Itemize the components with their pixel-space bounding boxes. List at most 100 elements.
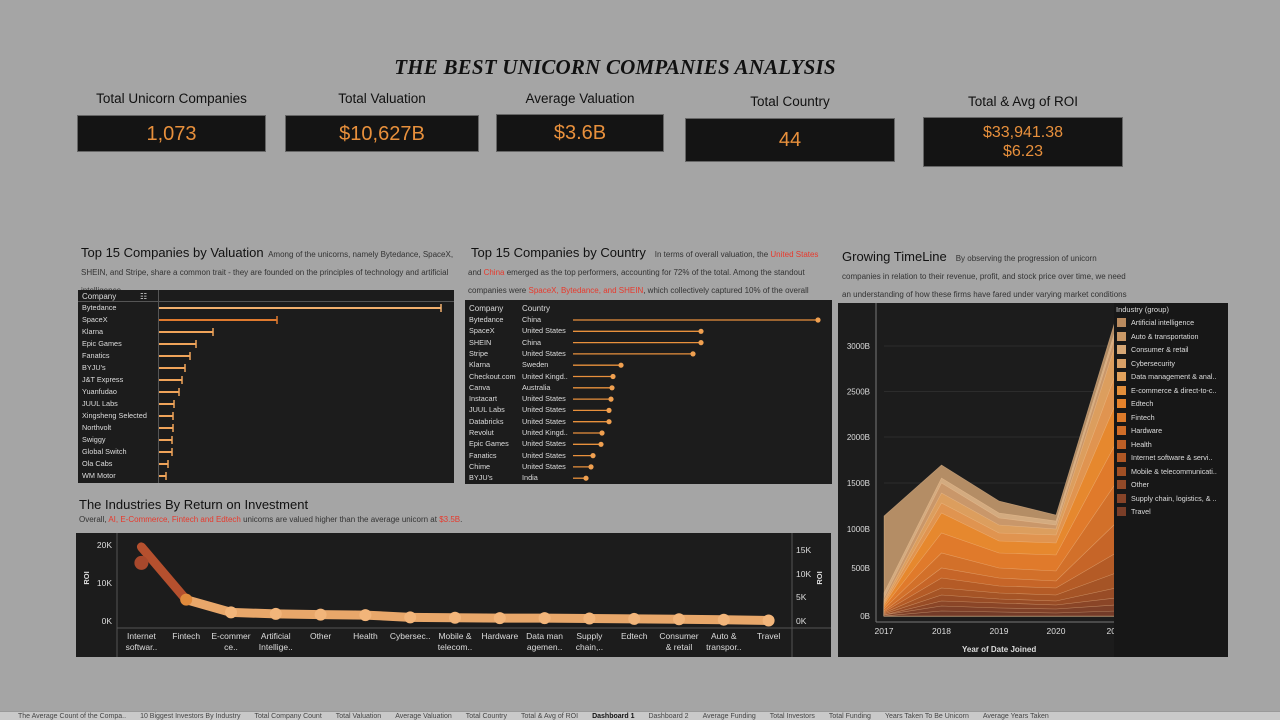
valuation-row-label[interactable]: Northvolt [82,423,112,432]
valuation-row-label[interactable]: BYJU's [82,363,106,372]
country-row-company[interactable]: Databricks [469,416,504,426]
kpi-value-total-country[interactable]: 44 [685,118,895,162]
timeline-chart[interactable]: 3000B 2500B 2000B 1500B 1000B 500B 0B 2017 2018 2… [838,303,1228,657]
country-bar-dot [606,419,612,425]
legend-item[interactable]: Health [1117,438,1228,452]
roi-y-tick-left: 20K [97,540,112,550]
roi-desc-highlight: AI, E-Commerce, Fintech and Edtech [108,515,241,524]
legend-item[interactable]: Edtech [1117,397,1228,411]
timeline-y-tick: 2500B [847,388,870,397]
valuation-row-label[interactable]: Swiggy [82,435,106,444]
legend-label: E-commerce & direct-to-c.. [1131,385,1217,395]
valuation-row-label[interactable]: Global Switch [82,447,127,456]
sheet-tab[interactable]: The Average Count of the Compa.. [18,713,127,720]
divider [158,290,159,483]
sheet-tab-bar[interactable]: The Average Count of the Compa.. 10 Bigge… [0,711,1280,720]
roi-point [673,613,685,626]
sheet-tab[interactable]: Years Taken To Be Unicorn [884,713,969,720]
legend-item[interactable]: Artificial intelligence [1117,316,1228,330]
country-row-company[interactable]: Bytedance [469,315,504,324]
sheet-tab[interactable]: Average Valuation [395,713,452,720]
roi-chart[interactable]: 20K 10K 0K 15K 10K 5K 0K ROI ROI Internet softwa… [76,533,831,657]
country-row-company[interactable]: Chime [469,461,491,471]
sheet-tab[interactable]: Average Funding [702,713,756,720]
country-row-company[interactable]: Revolut [469,428,494,437]
roi-point [717,613,730,626]
valuation-row-label[interactable]: WM Motor [82,471,116,480]
legend-items: Artificial intelligence Auto & transporta… [1114,316,1228,519]
country-row-company[interactable]: Fanatics [469,450,497,460]
country-row-company[interactable]: Checkout.com [469,371,516,381]
roi-x-label: Hardware [481,631,519,641]
kpi-value-avg-valuation[interactable]: $3.6B [496,114,664,152]
legend-item[interactable]: Hardware [1117,424,1228,438]
kpi-label-total-valuation: Total Valuation [338,91,426,106]
country-row-company[interactable]: JUUL Labs [469,405,505,415]
country-header-country: Country [522,304,551,313]
legend-item[interactable]: Data management & anal.. [1117,370,1228,384]
valuation-row-label[interactable]: J&T Express [82,375,124,384]
legend-item[interactable]: Fintech [1117,411,1228,425]
sheet-tab[interactable]: Average Years Taken [982,713,1049,720]
sort-icon[interactable]: ☷ [140,292,148,301]
sheet-tab[interactable]: Total Investors [769,713,815,720]
valuation-row-label[interactable]: Yuanfudao [82,387,117,396]
valuation-row-label[interactable]: Bytedance [82,303,117,312]
country-row-company[interactable]: Epic Games [469,439,509,449]
legend-item[interactable]: Mobile & telecommunicati.. [1117,465,1228,479]
valuation-row-label[interactable]: Ola Cabs [82,459,113,468]
legend-item[interactable]: Auto & transportation [1117,330,1228,344]
kpi-roi-total: $33,941.38 [982,123,1064,141]
sheet-tab[interactable]: Dashboard 2 [648,713,689,720]
sheet-tab[interactable]: 10 Biggest Investors By Industry [140,713,241,720]
country-chart[interactable]: Company Country Bytedance China SpaceX Unit… [465,300,832,484]
valuation-row-label[interactable]: JUUL Labs [82,399,118,408]
timeline-legend[interactable]: Industry (group) Artificial intelligence… [1114,303,1228,657]
sheet-tab[interactable]: Total Country [465,713,507,720]
country-row-company[interactable]: Stripe [469,348,489,358]
legend-label: Supply chain, logistics, & .. [1131,493,1217,503]
legend-item[interactable]: Travel [1117,505,1228,519]
valuation-chart[interactable]: Company ☷ Bytedance SpaceX Klarna Epic Game… [78,290,454,483]
country-row-company[interactable]: BYJU's [469,473,493,483]
sheet-tab[interactable]: Total & Avg of ROI [521,713,579,720]
legend-item[interactable]: Internet software & servi.. [1117,451,1228,465]
legend-label: Health [1131,439,1152,449]
kpi-value-total-companies[interactable]: 1,073 [77,115,266,152]
roi-y-axis-label-left: ROI [82,571,91,584]
country-row-country: India [522,473,538,483]
roi-line-segment [719,615,774,625]
kpi-value-roi[interactable]: $33,941.38 $6.23 [923,117,1123,167]
country-desc: In terms of overall valuation, the [654,250,771,259]
valuation-row-label[interactable]: Klarna [82,327,104,336]
country-row-company[interactable]: SHEIN [469,337,492,347]
country-bar-dot [610,373,616,380]
roi-desc-text: Overall, [79,515,109,524]
country-row-company[interactable]: Klarna [469,360,491,370]
kpi-value-total-valuation[interactable]: $10,627B [285,115,479,152]
country-row-company[interactable]: SpaceX [469,326,495,336]
country-row-company[interactable]: Instacart [469,394,497,404]
sheet-tab[interactable]: Total Valuation [335,713,382,720]
legend-item[interactable]: Supply chain, logistics, & .. [1117,492,1228,506]
legend-label: Mobile & telecommunicati.. [1131,466,1217,476]
country-bar-dot [606,407,612,413]
valuation-row-label[interactable]: SpaceX [82,315,108,324]
valuation-row-label[interactable]: Xingsheng Selected [82,411,147,420]
sheet-tab[interactable]: Total Company Count [254,713,322,720]
roi-desc-value: $3.5B [439,515,461,524]
legend-label: Auto & transportation [1131,331,1199,341]
country-row-company[interactable]: Canva [469,382,491,392]
legend-item[interactable]: Other [1117,478,1228,492]
roi-y-tick-right: 0K [796,616,807,626]
valuation-row-label[interactable]: Fanatics [82,351,110,360]
roi-y-tick-left: 10K [97,578,112,588]
sheet-tab[interactable]: Dashboard 1 [592,713,635,720]
valuation-row-label[interactable]: Epic Games [82,339,122,348]
legend-item[interactable]: Cybersecurity [1117,357,1228,371]
country-desc-us: United States [770,250,819,259]
dashboard-title: THE BEST UNICORN COMPANIES ANALYSIS [394,55,836,79]
legend-item[interactable]: Consumer & retail [1117,343,1228,357]
legend-item[interactable]: E-commerce & direct-to-c.. [1117,384,1228,398]
sheet-tab[interactable]: Total Funding [828,713,871,720]
